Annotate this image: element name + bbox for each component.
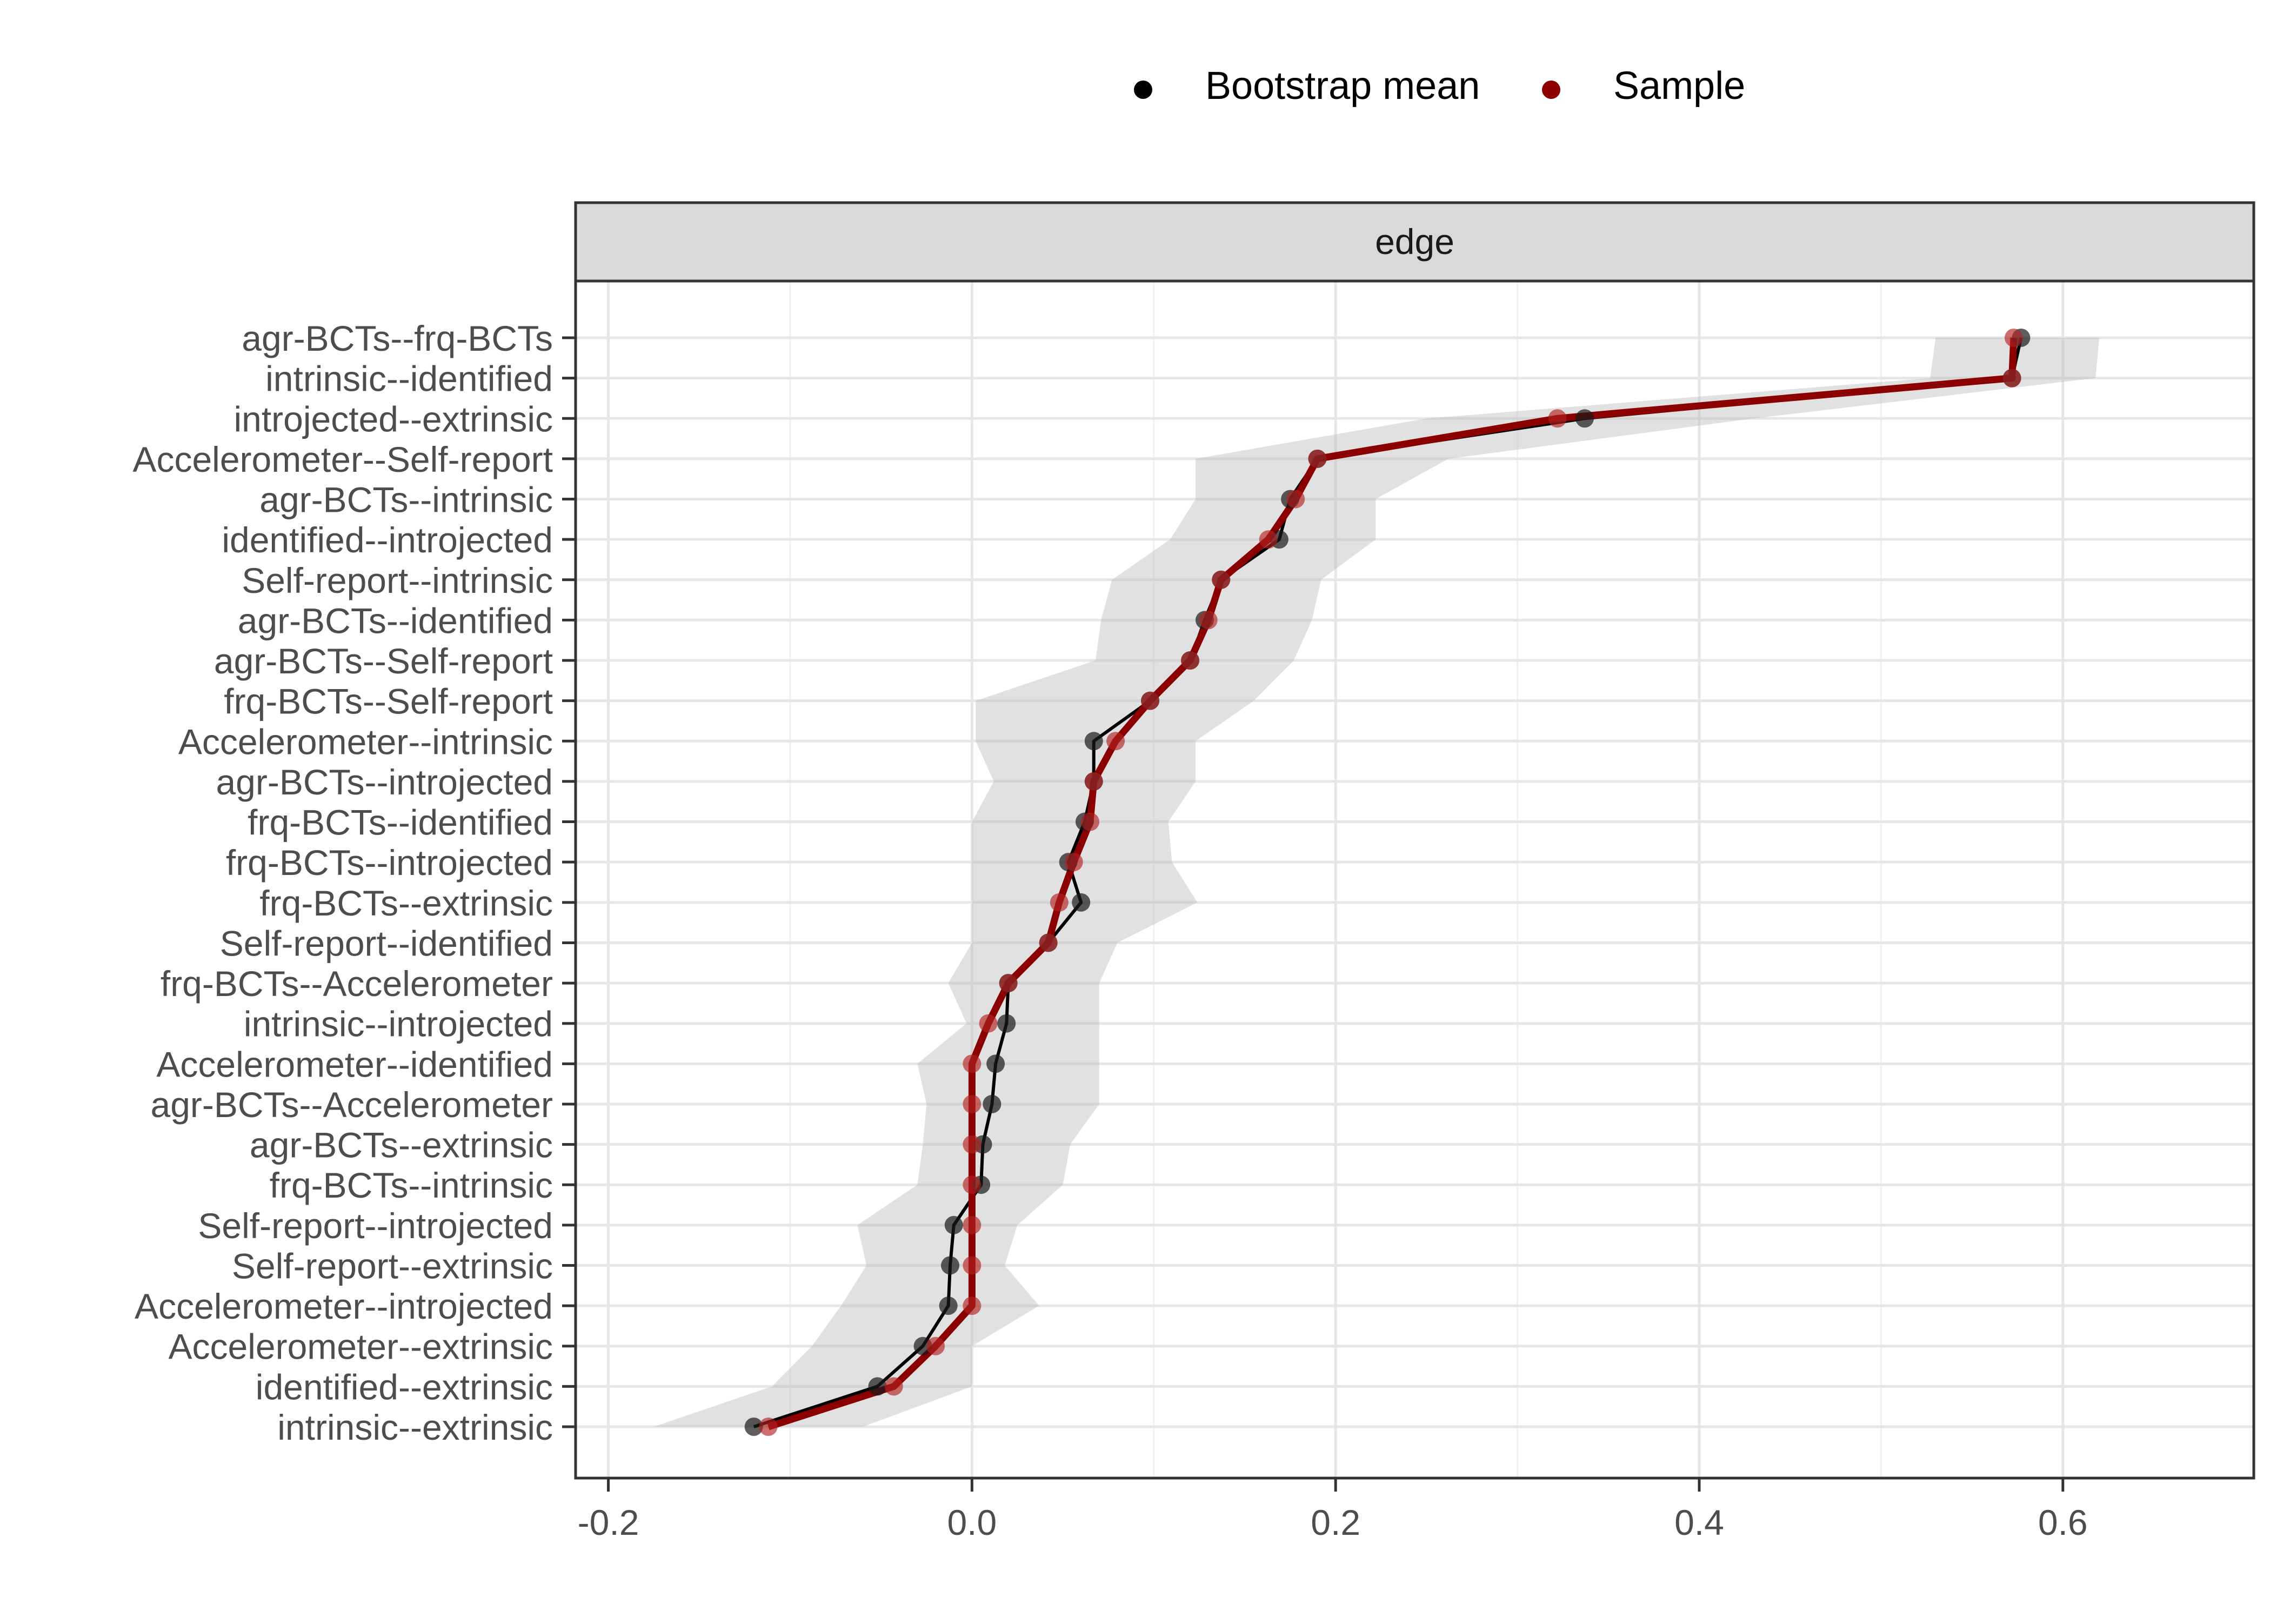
y-tick-label-0: agr-BCTs--frq-BCTs [242, 318, 553, 358]
point-bootstrap-mean-26 [868, 1377, 887, 1396]
point-sample-6 [1212, 570, 1231, 589]
point-sample-7 [1199, 611, 1218, 630]
point-sample-13 [1064, 853, 1083, 872]
point-bootstrap-mean-19 [983, 1094, 1002, 1113]
legend-key-0 [1134, 81, 1152, 99]
facet-strip: edge [574, 201, 2255, 283]
y-tick-label-9: frq-BCTs--Self-report [224, 681, 553, 721]
point-sample-22 [963, 1215, 982, 1234]
legend: Bootstrap mean Sample [1134, 64, 1745, 108]
y-tick-label-7: agr-BCTs--identified [238, 600, 553, 640]
point-bootstrap-mean-10 [1084, 732, 1103, 751]
point-sample-2 [1548, 409, 1567, 428]
point-sample-5 [1259, 530, 1278, 549]
y-tick-label-10: Accelerometer--intrinsic [178, 721, 553, 761]
y-tick-label-3: Accelerometer--Self-report [132, 439, 553, 479]
point-bootstrap-mean-17 [997, 1014, 1016, 1033]
y-tick-label-8: agr-BCTs--Self-report [214, 641, 553, 681]
y-tick-label-13: frq-BCTs--introjected [226, 843, 553, 883]
y-tick-label-11: agr-BCTs--introjected [216, 762, 553, 802]
y-tick-label-5: identified--introjected [222, 520, 553, 560]
point-sample-26 [884, 1377, 903, 1396]
y-tick-label-27: intrinsic--extrinsic [277, 1407, 553, 1447]
point-bootstrap-mean-2 [1575, 409, 1594, 428]
y-tick-label-14: frq-BCTs--extrinsic [259, 883, 553, 923]
y-tick-label-1: intrinsic--identified [265, 359, 553, 399]
legend-label-0: Bootstrap mean [1205, 64, 1480, 108]
point-sample-16 [999, 974, 1018, 993]
y-tick-label-23: Self-report--extrinsic [232, 1246, 553, 1286]
point-bootstrap-mean-22 [944, 1215, 963, 1234]
point-sample-23 [963, 1256, 982, 1275]
y-tick-label-26: identified--extrinsic [256, 1367, 553, 1407]
point-bootstrap-mean-14 [1072, 893, 1091, 912]
point-sample-27 [759, 1418, 778, 1436]
ci-band [653, 338, 2100, 1427]
y-tick-label-24: Accelerometer--introjected [135, 1286, 553, 1326]
point-sample-20 [963, 1135, 982, 1154]
point-sample-24 [963, 1296, 982, 1315]
point-sample-17 [979, 1014, 998, 1033]
y-tick-label-15: Self-report--identified [220, 923, 553, 963]
y-tick-label-17: intrinsic--introjected [244, 1004, 553, 1044]
point-sample-0 [2004, 329, 2023, 347]
x-tick-label-4: 0.6 [2038, 1502, 2088, 1542]
point-sample-19 [963, 1094, 982, 1113]
point-sample-11 [1084, 772, 1103, 791]
facet-strip-label: edge [1375, 222, 1454, 262]
y-tick-label-6: Self-report--intrinsic [242, 560, 553, 600]
point-sample-8 [1181, 651, 1200, 670]
y-tick-label-12: frq-BCTs--identified [248, 803, 553, 843]
x-tick-label-0: -0.2 [578, 1502, 639, 1542]
x-tick-label-2: 0.2 [1311, 1502, 1360, 1542]
y-tick-label-4: agr-BCTs--intrinsic [259, 480, 553, 520]
point-sample-9 [1141, 691, 1160, 710]
point-sample-10 [1106, 732, 1125, 751]
x-tick-label-1: 0.0 [947, 1502, 997, 1542]
y-tick-label-2: introjected--extrinsic [233, 399, 553, 439]
point-sample-14 [1050, 893, 1069, 912]
panel-border [574, 279, 2255, 1480]
axes: agr-BCTs--frq-BCTsintrinsic--identifiedi… [132, 318, 2087, 1542]
point-sample-18 [963, 1054, 982, 1073]
legend-key-1 [1542, 81, 1560, 99]
point-bootstrap-mean-25 [913, 1336, 932, 1355]
y-tick-label-19: agr-BCTs--Accelerometer [151, 1085, 553, 1125]
point-sample-15 [1039, 933, 1058, 952]
point-sample-12 [1081, 812, 1100, 831]
facet-strip-bg [574, 201, 2255, 283]
point-sample-1 [2002, 369, 2021, 387]
y-tick-label-25: Accelerometer--extrinsic [169, 1327, 553, 1367]
point-sample-25 [926, 1336, 945, 1355]
legend-label-1: Sample [1613, 64, 1745, 108]
series-line-sample [767, 337, 2018, 1431]
panel-background [576, 281, 2254, 1478]
y-tick-label-22: Self-report--introjected [198, 1206, 553, 1246]
y-tick-label-21: frq-BCTs--intrinsic [270, 1165, 553, 1205]
point-sample-21 [963, 1175, 982, 1194]
point-bootstrap-mean-24 [939, 1296, 958, 1315]
y-tick-label-16: frq-BCTs--Accelerometer [161, 964, 553, 1004]
y-tick-label-20: agr-BCTs--extrinsic [250, 1125, 553, 1165]
x-tick-label-3: 0.4 [1674, 1502, 1724, 1542]
point-bootstrap-mean-23 [940, 1256, 959, 1275]
point-bootstrap-mean-18 [986, 1054, 1005, 1073]
point-bootstrap-mean-27 [744, 1418, 763, 1436]
plot-panel [574, 279, 2255, 1480]
point-sample-3 [1308, 449, 1327, 468]
y-tick-label-18: Accelerometer--identified [156, 1044, 553, 1084]
point-sample-4 [1286, 490, 1305, 509]
